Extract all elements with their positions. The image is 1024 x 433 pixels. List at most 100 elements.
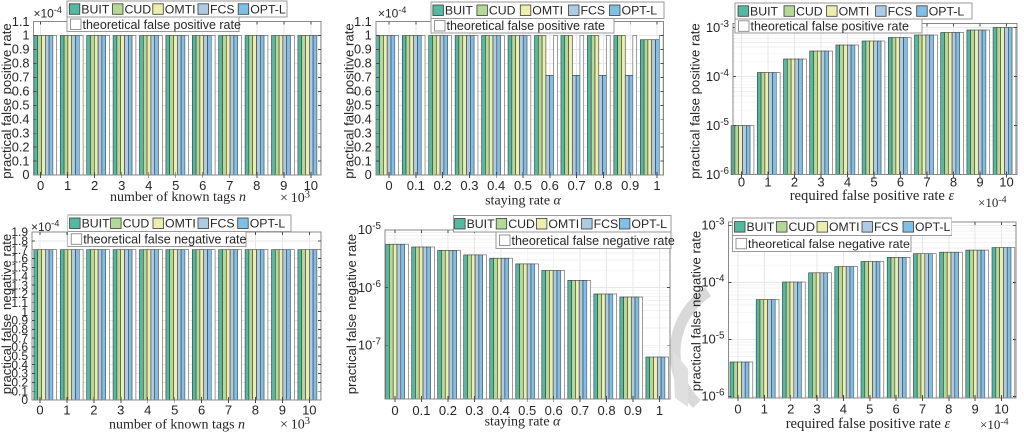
svg-text:× 103: × 103 bbox=[280, 190, 310, 207]
svg-text:0.6: 0.6 bbox=[12, 84, 30, 99]
svg-text:8: 8 bbox=[945, 402, 952, 417]
svg-text:OMTI: OMTI bbox=[839, 4, 870, 18]
svg-text:BUIT: BUIT bbox=[467, 217, 495, 231]
svg-text:0.2: 0.2 bbox=[11, 376, 28, 390]
svg-text:0: 0 bbox=[36, 403, 43, 418]
svg-text:0.1: 0.1 bbox=[12, 153, 30, 168]
svg-text:0.4: 0.4 bbox=[12, 111, 30, 126]
svg-text:10: 10 bbox=[994, 402, 1008, 417]
svg-text:0.2: 0.2 bbox=[434, 178, 452, 193]
svg-text:4: 4 bbox=[840, 402, 847, 417]
svg-text:0.3: 0.3 bbox=[354, 125, 372, 140]
svg-text:3: 3 bbox=[817, 175, 824, 190]
svg-text:6: 6 bbox=[892, 402, 899, 417]
svg-text:7: 7 bbox=[919, 402, 926, 417]
svg-text:theoretical false negative rat: theoretical false negative rate bbox=[83, 233, 246, 247]
svg-text:practical false positive rate: practical false positive rate bbox=[688, 23, 703, 178]
svg-text:0.9: 0.9 bbox=[354, 42, 372, 57]
svg-text:0: 0 bbox=[365, 167, 372, 182]
svg-text:0: 0 bbox=[391, 403, 398, 418]
svg-text:BUIT: BUIT bbox=[82, 217, 110, 231]
svg-text:6: 6 bbox=[198, 403, 205, 418]
svg-text:CUD: CUD bbox=[508, 217, 535, 231]
svg-text:OMTI: OMTI bbox=[532, 4, 563, 18]
svg-text:practical false positive rate: practical false positive rate bbox=[0, 23, 14, 178]
svg-text:staying rate α: staying rate α bbox=[485, 415, 561, 430]
svg-text:1.2: 1.2 bbox=[11, 287, 28, 301]
svg-text:0.8: 0.8 bbox=[11, 323, 28, 337]
svg-text:7: 7 bbox=[923, 175, 930, 190]
svg-text:FCS: FCS bbox=[210, 2, 235, 16]
svg-text:OPT-L: OPT-L bbox=[915, 220, 950, 234]
svg-text:1: 1 bbox=[656, 403, 663, 418]
svg-text:0.2: 0.2 bbox=[12, 139, 30, 154]
svg-text:number of known tags n: number of known tags n bbox=[110, 190, 246, 205]
svg-text:0.9: 0.9 bbox=[624, 403, 642, 418]
svg-text:4: 4 bbox=[844, 175, 851, 190]
svg-text:BUIT: BUIT bbox=[81, 2, 109, 16]
svg-text:0.5: 0.5 bbox=[11, 349, 28, 363]
svg-text:2: 2 bbox=[91, 178, 98, 193]
svg-text:0.5: 0.5 bbox=[518, 403, 536, 418]
svg-text:× 103: × 103 bbox=[280, 416, 310, 433]
svg-text:8: 8 bbox=[252, 403, 259, 418]
svg-text:9: 9 bbox=[280, 178, 287, 193]
svg-text:0.9: 0.9 bbox=[11, 314, 28, 328]
svg-text:1: 1 bbox=[63, 403, 70, 418]
svg-text:2: 2 bbox=[787, 402, 794, 417]
svg-text:0.5: 0.5 bbox=[354, 98, 372, 113]
svg-text:1: 1 bbox=[653, 178, 660, 193]
svg-text:CUD: CUD bbox=[796, 4, 823, 18]
svg-text:1.3: 1.3 bbox=[11, 278, 28, 292]
svg-text:8: 8 bbox=[950, 175, 957, 190]
svg-text:0: 0 bbox=[734, 402, 741, 417]
svg-text:OPT-L: OPT-L bbox=[250, 217, 286, 231]
svg-text:3: 3 bbox=[117, 403, 124, 418]
svg-text:1.1: 1.1 bbox=[11, 296, 28, 310]
svg-text:1.4: 1.4 bbox=[11, 269, 28, 283]
svg-text:OPT-L: OPT-L bbox=[631, 217, 667, 231]
svg-text:practical false negative rate: practical false negative rate bbox=[0, 234, 14, 395]
svg-text:staying rate α: staying rate α bbox=[485, 194, 561, 209]
svg-text:OMTI: OMTI bbox=[548, 217, 579, 231]
svg-text:practical false negative rate: practical false negative rate bbox=[689, 231, 704, 392]
svg-text:0: 0 bbox=[385, 178, 392, 193]
svg-text:1.6: 1.6 bbox=[11, 252, 28, 266]
svg-text:BUIT: BUIT bbox=[747, 220, 775, 234]
svg-text:0.7: 0.7 bbox=[568, 178, 586, 193]
svg-text:4: 4 bbox=[145, 178, 152, 193]
svg-text:theoretical false negative rat: theoretical false negative rate bbox=[512, 234, 675, 248]
svg-text:OPT-L: OPT-L bbox=[622, 4, 658, 18]
svg-text:0.8: 0.8 bbox=[594, 178, 612, 193]
svg-text:9: 9 bbox=[971, 402, 978, 417]
svg-text:FCS: FCS bbox=[581, 4, 606, 18]
svg-text:5: 5 bbox=[172, 178, 179, 193]
svg-text:0.2: 0.2 bbox=[354, 139, 372, 154]
svg-text:1: 1 bbox=[21, 305, 28, 319]
svg-text:2: 2 bbox=[90, 403, 97, 418]
svg-text:0.1: 0.1 bbox=[407, 178, 425, 193]
svg-text:theoretical false negative rat: theoretical false negative rate bbox=[748, 237, 910, 251]
svg-text:FCS: FCS bbox=[888, 4, 913, 18]
svg-text:FCS: FCS bbox=[210, 217, 235, 231]
svg-text:OMTI: OMTI bbox=[165, 2, 196, 16]
svg-text:0.6: 0.6 bbox=[11, 340, 28, 354]
svg-text:CUD: CUD bbox=[125, 2, 152, 16]
svg-text:practical false positive rate: practical false positive rate bbox=[342, 23, 357, 178]
svg-text:6: 6 bbox=[199, 178, 206, 193]
svg-text:OPT-L: OPT-L bbox=[250, 2, 286, 16]
svg-text:0.1: 0.1 bbox=[11, 384, 28, 398]
svg-text:0.4: 0.4 bbox=[492, 403, 510, 418]
svg-text:0.6: 0.6 bbox=[545, 403, 563, 418]
svg-text:0.8: 0.8 bbox=[12, 56, 30, 71]
svg-text:0.4: 0.4 bbox=[354, 111, 372, 126]
svg-text:practical false negative rate: practical false negative rate bbox=[344, 234, 359, 395]
svg-text:CUD: CUD bbox=[489, 4, 516, 18]
svg-text:4: 4 bbox=[144, 403, 151, 418]
svg-text:2: 2 bbox=[791, 175, 798, 190]
svg-text:3: 3 bbox=[813, 402, 820, 417]
svg-text:0: 0 bbox=[22, 167, 29, 182]
svg-text:1.1: 1.1 bbox=[354, 14, 372, 29]
svg-text:theoretical false positive rat: theoretical false positive rate bbox=[751, 20, 909, 34]
svg-text:0: 0 bbox=[738, 175, 745, 190]
